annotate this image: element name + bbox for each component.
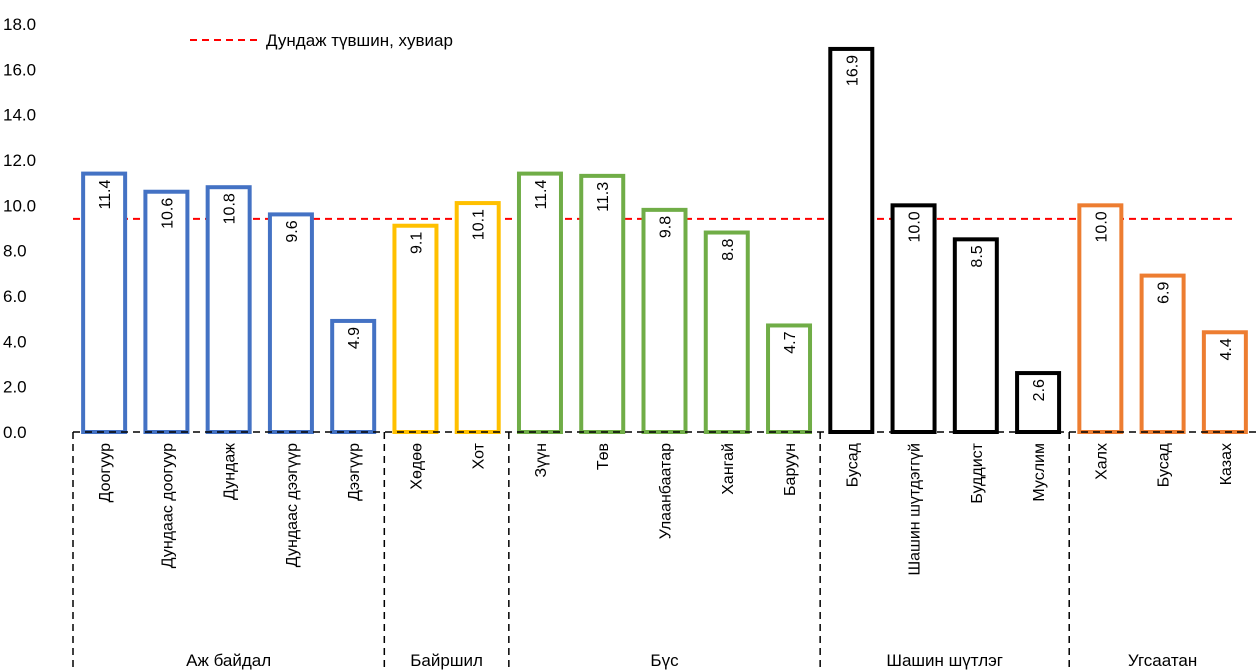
- bar: [392, 223, 439, 434]
- bar: [641, 207, 688, 434]
- y-tick-label: 12.0: [3, 151, 36, 170]
- bar: [828, 46, 875, 435]
- bar: [1077, 203, 1124, 434]
- data-label: 8.8: [720, 238, 737, 260]
- y-tick-label: 4.0: [3, 332, 27, 351]
- category-label: Бусад: [1156, 442, 1173, 487]
- x-axis: Доогуур Дундаас доогуур Дундаж Дундаас дээг…: [72, 431, 1256, 671]
- y-tick-label: 8.0: [3, 242, 27, 261]
- bar: [1201, 330, 1248, 434]
- bar: [766, 323, 813, 435]
- group-label: Аж байдал: [186, 651, 271, 670]
- category-label: Дундаж: [222, 443, 239, 500]
- bar: [1015, 371, 1062, 435]
- bar: [579, 173, 626, 434]
- bars: 11.4 10.6 10.8 9.6 4.9 9.1 10.1 11.4 11.3 9.8 8.8 4…: [81, 46, 1248, 435]
- category-label: Муслим: [1031, 443, 1048, 502]
- data-label: 10.0: [1093, 211, 1110, 242]
- bar: [890, 203, 937, 434]
- data-label: 4.4: [1218, 338, 1235, 360]
- bar: [703, 230, 750, 434]
- category-label: Хангай: [720, 443, 737, 495]
- data-label: 11.4: [533, 179, 550, 209]
- category-label: Хот: [471, 442, 488, 469]
- category-label: Буддист: [969, 442, 986, 503]
- category-label: Дээгүүр: [346, 443, 363, 501]
- group-label: Шашин шүтлэг: [886, 651, 1003, 670]
- group-label: Бүс: [650, 651, 679, 670]
- category-label: Доогуур: [97, 443, 114, 502]
- y-tick-label: 6.0: [3, 287, 27, 306]
- data-label: 6.9: [1156, 282, 1173, 304]
- data-label: 9.6: [284, 220, 301, 242]
- group-label: Угсаатан: [1128, 651, 1197, 670]
- bar: [205, 185, 252, 434]
- data-label: 10.1: [471, 209, 488, 240]
- bar: [1139, 273, 1186, 434]
- bar: [952, 237, 999, 434]
- data-label: 10.6: [159, 198, 176, 229]
- y-tick-label: 16.0: [3, 60, 36, 79]
- category-label: Казах: [1218, 443, 1235, 485]
- y-tick-label: 2.0: [3, 378, 27, 397]
- bar: [454, 201, 501, 434]
- data-label: 11.3: [595, 182, 612, 212]
- category-label: Баруун: [782, 443, 799, 496]
- bar: [81, 171, 128, 434]
- category-label: Хөдөө: [408, 443, 425, 490]
- data-label: 9.1: [408, 232, 425, 254]
- bar: [516, 171, 563, 434]
- group-label: Байршил: [410, 651, 483, 670]
- y-tick-label: 0.0: [3, 423, 27, 442]
- data-label: 8.5: [969, 245, 986, 267]
- data-label: 11.4: [97, 179, 114, 209]
- category-label: Улаанбаатар: [658, 443, 675, 539]
- bar: [267, 212, 314, 434]
- category-label: Бусад: [844, 442, 861, 487]
- data-label: 4.9: [346, 327, 363, 349]
- category-label: Дундаас дээгүүр: [284, 443, 301, 567]
- category-label: Халх: [1093, 443, 1110, 480]
- y-tick-label: 10.0: [3, 196, 36, 215]
- data-label: 9.8: [658, 216, 675, 238]
- category-label: Дундаас доогуур: [159, 443, 176, 568]
- y-tick-label: 18.0: [3, 15, 36, 34]
- data-label: 16.9: [844, 55, 861, 86]
- y-axis: 0.0 2.0 4.0 6.0 8.0 10.0 12.0 14.0 16.0 18.0: [3, 15, 36, 442]
- bar: [143, 189, 190, 434]
- category-label: Төв: [595, 443, 612, 470]
- data-label: 2.6: [1031, 379, 1048, 401]
- legend: Дундаж түвшин, хувиар: [190, 31, 453, 50]
- legend-label: Дундаж түвшин, хувиар: [266, 31, 453, 50]
- data-label: 10.0: [907, 211, 924, 242]
- data-label: 10.8: [222, 193, 239, 224]
- data-label: 4.7: [782, 331, 799, 353]
- category-label: Шашин шүтдэггүй: [907, 443, 924, 576]
- y-tick-label: 14.0: [3, 106, 36, 125]
- category-label: Зүүн: [533, 443, 550, 478]
